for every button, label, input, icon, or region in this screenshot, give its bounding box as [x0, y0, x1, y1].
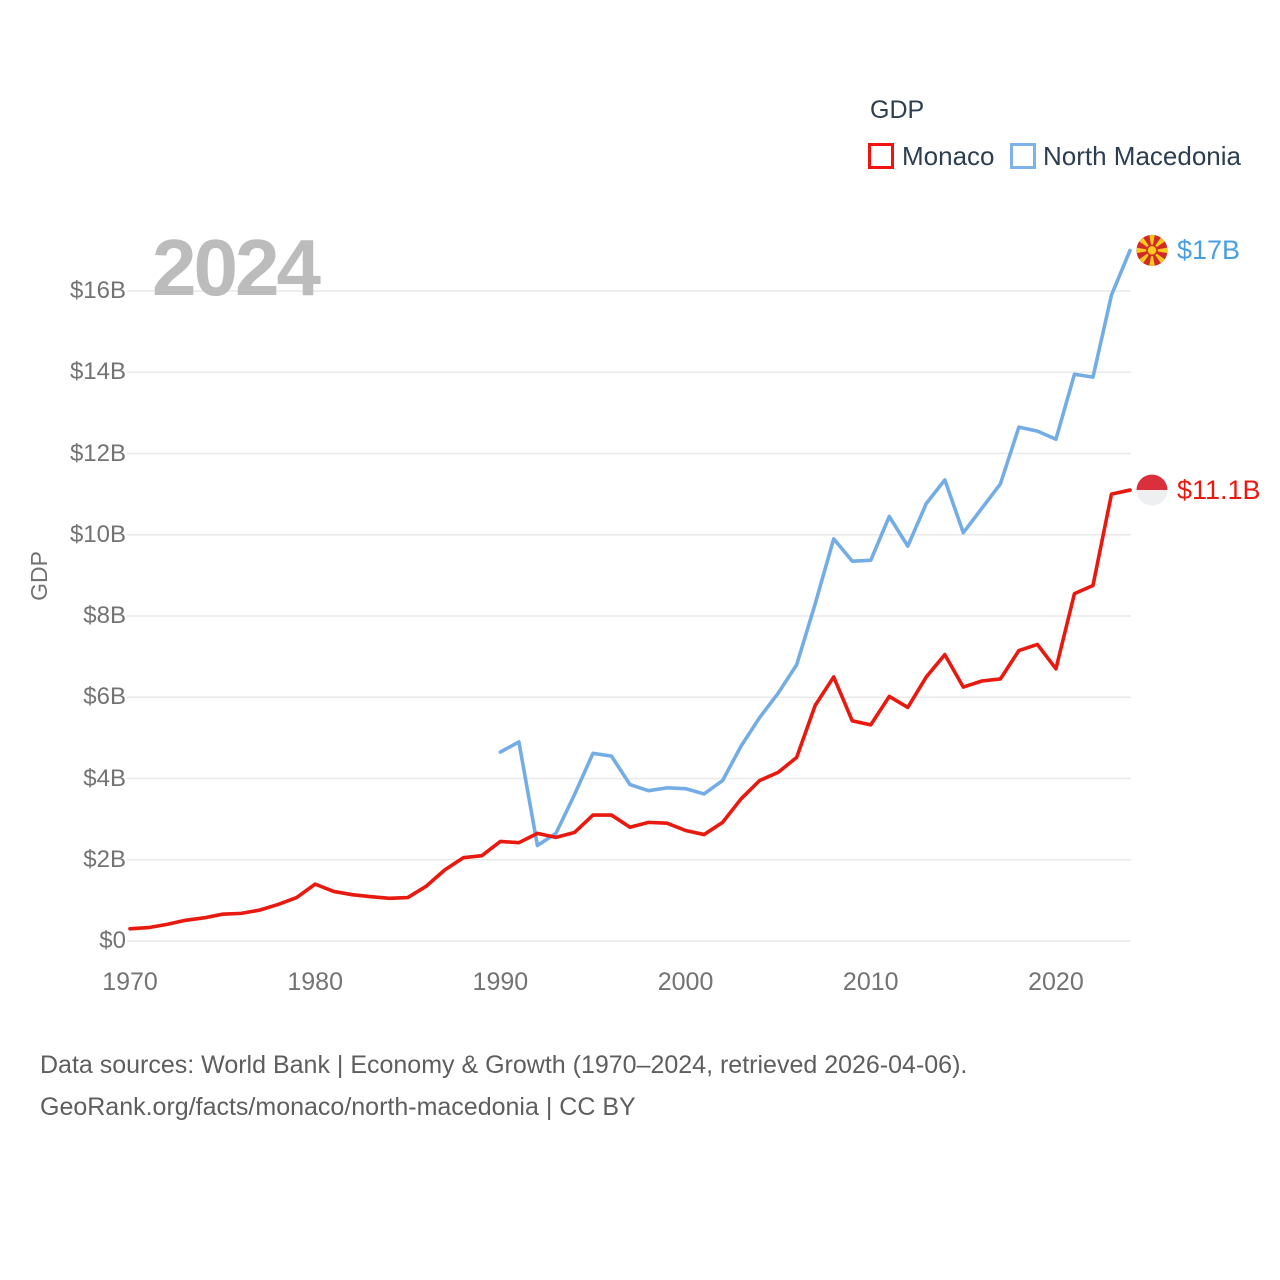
north-macedonia-flag-icon: [1135, 233, 1169, 267]
y-tick-label: $10B: [69, 520, 126, 548]
footer-link-line: GeoRank.org/facts/monaco/north-macedonia…: [40, 1093, 636, 1121]
y-tick-label: $4B: [83, 764, 126, 792]
x-tick-label: 1990: [472, 968, 529, 996]
north-macedonia-legend-swatch[interactable]: [1010, 143, 1036, 169]
north-macedonia-legend-label[interactable]: North Macedonia: [1043, 141, 1241, 171]
x-tick-label: 2010: [842, 968, 899, 996]
y-tick-label: $2B: [83, 845, 126, 873]
monaco-flag-icon: [1135, 473, 1169, 507]
x-tick-label: 1980: [287, 968, 343, 996]
y-tick-label: $14B: [69, 358, 126, 386]
legend-title: GDP: [870, 96, 925, 124]
x-tick-label: 1970: [102, 968, 158, 996]
x-tick-label: 2000: [657, 968, 714, 996]
monaco-legend-swatch[interactable]: [868, 143, 894, 169]
monaco-line[interactable]: [128, 488, 1132, 931]
north-macedonia-end-label: $17B: [1177, 235, 1241, 266]
y-tick-label: $6B: [83, 683, 126, 711]
year-watermark: 2024: [152, 223, 321, 312]
y-tick-label: $0: [99, 927, 126, 954]
x-tick-label: 2020: [1028, 968, 1084, 996]
footer-sources-line: Data sources: World Bank | Economy & Gro…: [40, 1051, 968, 1079]
monaco-legend-label[interactable]: Monaco: [902, 141, 995, 171]
footer: Data sources: World Bank | Economy & Gro…: [40, 1044, 967, 1128]
monaco-end-label: $11.1B: [1177, 475, 1261, 506]
north-macedonia-line[interactable]: [498, 248, 1132, 848]
y-tick-label: $12B: [69, 439, 126, 467]
y-tick-label: $8B: [83, 602, 126, 629]
y-tick-label: $16B: [69, 277, 126, 304]
